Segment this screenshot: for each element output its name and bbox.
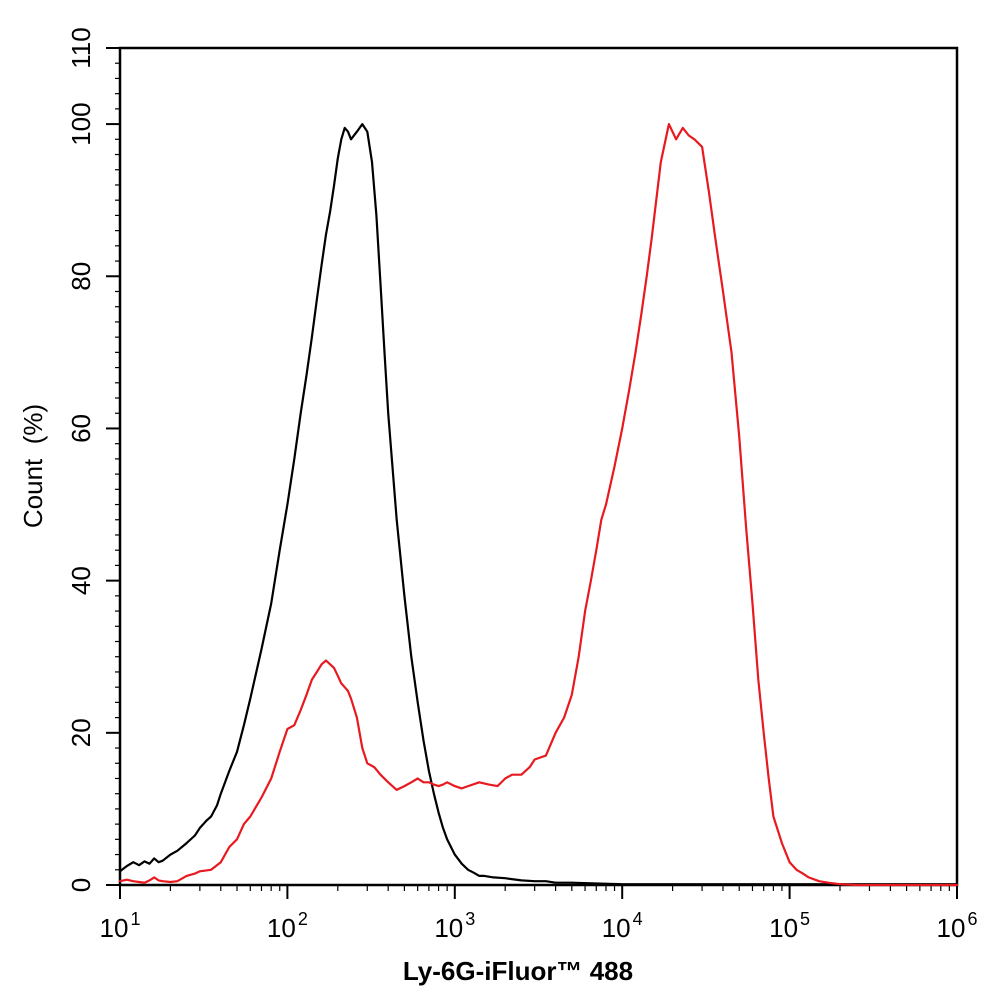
- x-tick-label: 10 6: [937, 909, 978, 943]
- y-tick-label: 0: [66, 878, 96, 892]
- y-tick-label: 80: [66, 262, 96, 291]
- y-tick-label: 40: [66, 566, 96, 595]
- plot-frame: [118, 46, 959, 887]
- series-layer: [118, 122, 959, 887]
- series-line-1: [118, 122, 959, 886]
- y-tick-label: 20: [66, 718, 96, 747]
- x-axis-title: Ly-6G-iFluor™ 488: [403, 956, 633, 986]
- series-line-2: [118, 122, 959, 887]
- x-tick-label: 10 1: [100, 909, 141, 943]
- axis-ticks: 0 20 40 60 80 100 110 10 1 10 2 10 3 10 4 10 5 10 6: [66, 27, 977, 943]
- y-tick-label: 60: [66, 414, 96, 443]
- x-tick-label: 10 5: [769, 909, 810, 943]
- x-tick-label: 10 2: [267, 909, 308, 943]
- y-axis-title: Count (%): [18, 404, 48, 528]
- x-tick-label: 10 3: [434, 909, 475, 943]
- y-tick-label: 110: [66, 27, 96, 68]
- x-tick-label: 10 4: [602, 909, 643, 943]
- y-tick-label: 100: [66, 102, 96, 145]
